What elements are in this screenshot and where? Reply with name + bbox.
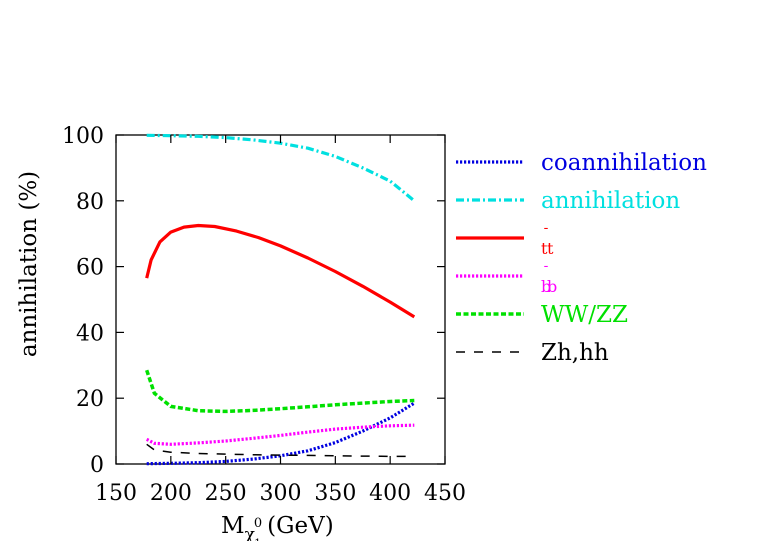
legend-label-main: b bbox=[541, 277, 551, 296]
series-line-coannihilation bbox=[146, 401, 416, 466]
series-line-annihilation bbox=[146, 133, 416, 203]
legend-label-bar: b bbox=[547, 277, 557, 296]
series-line-zh-hh bbox=[146, 443, 415, 458]
series-line-ww-zz bbox=[145, 369, 415, 414]
legend-label-bar-marker: - bbox=[544, 220, 549, 236]
x-axis-label-sub: χ bbox=[245, 525, 255, 541]
legend-label-bar-marker: - bbox=[544, 258, 549, 274]
axis-ticks: 150 200 250 300 350 400 450 0 20 40 60 80 100 bbox=[62, 124, 466, 506]
x-tick-label: 350 bbox=[314, 481, 356, 506]
x-tick-label: 450 bbox=[424, 481, 466, 506]
x-tick-label: 200 bbox=[150, 481, 192, 506]
legend-label-zh-hh: Zh,hh bbox=[541, 340, 609, 366]
x-axis-label: Mχ0 1 (GeV) bbox=[221, 513, 334, 541]
y-tick-label: 0 bbox=[90, 453, 104, 478]
x-axis-label-main: M bbox=[221, 513, 245, 539]
legend-label-coannihilation: coannihilation bbox=[541, 150, 707, 176]
series-line-tt bbox=[145, 223, 416, 319]
x-tick-label: 300 bbox=[260, 481, 302, 506]
legend-label-ww-zz: WW/ZZ bbox=[541, 302, 628, 328]
y-tick-label: 60 bbox=[76, 256, 104, 281]
y-tick-label: 80 bbox=[76, 190, 104, 215]
plot-area bbox=[115, 133, 446, 466]
x-axis-label-unit: (GeV) bbox=[267, 513, 334, 539]
legend-label-tt: - t t bbox=[541, 220, 554, 258]
x-tick-label: 150 bbox=[95, 481, 137, 506]
legend-label-main: t bbox=[541, 239, 548, 258]
series-line-bb bbox=[145, 423, 415, 446]
y-tick-label: 100 bbox=[62, 124, 104, 149]
x-tick-label: 400 bbox=[369, 481, 411, 506]
legend-label-bar: t bbox=[547, 239, 554, 258]
legend-label-annihilation: annihilation bbox=[541, 188, 680, 214]
x-axis-label-subsub: 1 bbox=[254, 537, 261, 541]
y-tick-label: 20 bbox=[76, 387, 104, 412]
legend-label-bb: - bb bbox=[541, 258, 557, 296]
y-axis-label: annihilation (%) bbox=[16, 171, 42, 357]
x-tick-label: 250 bbox=[205, 481, 247, 506]
x-axis-label-sup: 0 bbox=[254, 516, 262, 531]
y-tick-label: 40 bbox=[76, 321, 104, 346]
